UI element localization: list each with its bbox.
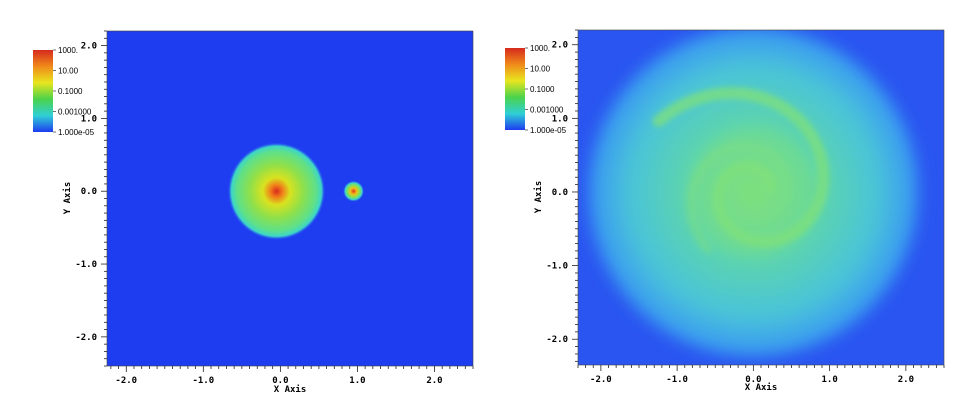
- left-x-tick-label: 2.0: [426, 376, 442, 386]
- right-y-tick-label: -2.0: [546, 335, 568, 345]
- right-colorbar-label: 1.000e-05: [530, 126, 567, 135]
- right-x-tick-label: 1.0: [821, 375, 837, 385]
- primary-star: [227, 142, 326, 240]
- right-x-tick-label: 0.0: [745, 375, 761, 385]
- left-colorbar-gradient: [33, 50, 53, 132]
- right-panel: -2.0 -1.0 0.0 1.0 2.0 -2.0 -1.0 0.0 1.0 2.0 1000.…: [505, 29, 945, 393]
- left-y-tick-label: -1.0: [75, 260, 97, 270]
- right-x-axis-title: X Axis: [745, 382, 778, 393]
- right-colorbar-label: 0.001000: [530, 106, 564, 115]
- right-y-axis-title: Y Axis: [533, 181, 544, 214]
- right-colorbar-label: 10.00: [530, 65, 551, 74]
- left-colorbar-label: 0.1000: [58, 87, 83, 96]
- left-panel: -2.0 -1.0 0.0 1.0 2.0 -2.0 -1.0 0.0 1.0 2.0 1000.…: [33, 30, 474, 395]
- right-x-tick-label: -1.0: [666, 375, 688, 385]
- left-x-tick-label: -1.0: [192, 376, 214, 386]
- companion-star: [343, 180, 365, 202]
- right-axes: -2.0 -1.0 0.0 1.0 2.0 -2.0 -1.0 0.0 1.0 2.0: [546, 29, 945, 385]
- right-colorbar-label: 0.1000: [530, 85, 555, 94]
- left-y-tick-label: 2.0: [81, 42, 97, 52]
- left-features: [227, 142, 365, 240]
- left-axes: -2.0 -1.0 0.0 1.0 2.0 -2.0 -1.0 0.0 1.0 2.0: [75, 30, 474, 386]
- left-x-tick-label: 0.0: [272, 376, 288, 386]
- left-colorbar-label: 1.000e-05: [58, 128, 95, 137]
- left-colorbar-label: 1000.: [58, 46, 78, 55]
- left-y-tick-label: -2.0: [75, 333, 97, 343]
- right-y-tick-label: 0.0: [552, 188, 568, 198]
- left-x-tick-label: -2.0: [115, 376, 137, 386]
- right-colorbar-label: 1000.: [530, 44, 550, 53]
- right-y-tick-label: 2.0: [552, 41, 568, 51]
- right-features: [578, 30, 929, 365]
- left-colorbar: 1000. 10.00 0.1000 0.001000 1.000e-05: [33, 46, 95, 137]
- left-y-tick-label: 0.0: [81, 187, 97, 197]
- inner-disk: [689, 127, 818, 257]
- left-colorbar-label: 10.00: [58, 67, 79, 76]
- left-x-tick-label: 1.0: [349, 376, 365, 386]
- left-y-tick-label: 1.0: [81, 114, 97, 124]
- right-y-tick-label: -1.0: [546, 262, 568, 272]
- left-y-axis-title: Y Axis: [62, 182, 73, 215]
- right-colorbar-gradient: [505, 48, 525, 130]
- left-x-axis-title: X Axis: [274, 384, 307, 395]
- right-x-tick-label: -2.0: [590, 375, 612, 385]
- right-colorbar: 1000. 10.00 0.1000 0.001000 1.000e-05: [505, 44, 567, 135]
- right-x-tick-label: 2.0: [898, 375, 914, 385]
- right-y-tick-label: 1.0: [552, 114, 568, 124]
- left-colorbar-label: 0.001000: [58, 108, 92, 117]
